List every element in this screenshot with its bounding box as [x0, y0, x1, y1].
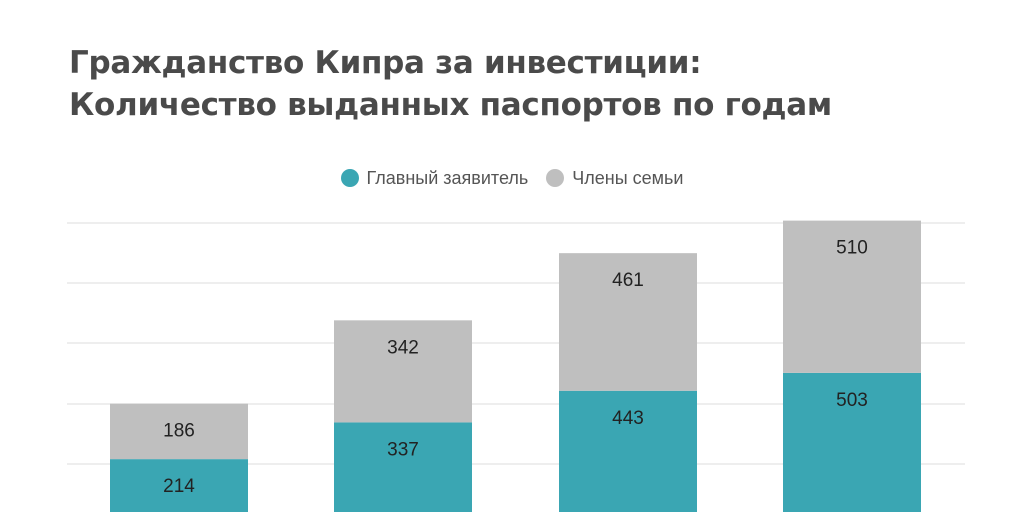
chart-legend: Главный заявитель Члены семьи [0, 164, 1024, 192]
bar-family-members-4 [783, 220, 921, 373]
data-label-main-applicant-1: 214 [163, 476, 195, 497]
chart-title-line-1: Гражданство Кипра за инвестиции: [69, 45, 702, 81]
chart-title-line-2: Количество выданных паспортов по годам [69, 87, 832, 123]
data-label-main-applicant-4: 503 [836, 390, 868, 411]
bar-main-applicant-2 [334, 422, 472, 512]
data-label-family-members-2: 342 [387, 337, 419, 358]
data-label-family-members-1: 186 [163, 421, 195, 442]
legend-item-family-members: Члены семьи [546, 168, 683, 189]
bar-family-members-3 [559, 253, 697, 391]
bar-family-members-1 [110, 403, 248, 460]
bar-family-members-2 [334, 320, 472, 423]
legend-label-family-members: Члены семьи [572, 167, 684, 188]
data-label-main-applicant-2: 337 [387, 439, 419, 460]
data-label-main-applicant-3: 443 [612, 408, 644, 429]
chart-bars [110, 220, 921, 512]
data-label-family-members-4: 510 [836, 238, 868, 259]
legend-label-main-applicant: Главный заявитель [366, 167, 529, 188]
bar-main-applicant-4 [783, 372, 921, 512]
legend-swatch-main-applicant [340, 169, 359, 187]
bar-main-applicant-3 [559, 390, 697, 512]
chart-data-labels: 214 186 337 342 443 461 503 510 [163, 238, 868, 498]
bar-main-applicant-1 [110, 459, 248, 512]
legend-swatch-family-members [546, 169, 565, 187]
data-label-family-members-3: 461 [612, 270, 644, 291]
legend-item-main-applicant: Главный заявитель [340, 167, 529, 189]
chart-title: Гражданство Кипра за инвестиции: Количес… [69, 42, 969, 126]
